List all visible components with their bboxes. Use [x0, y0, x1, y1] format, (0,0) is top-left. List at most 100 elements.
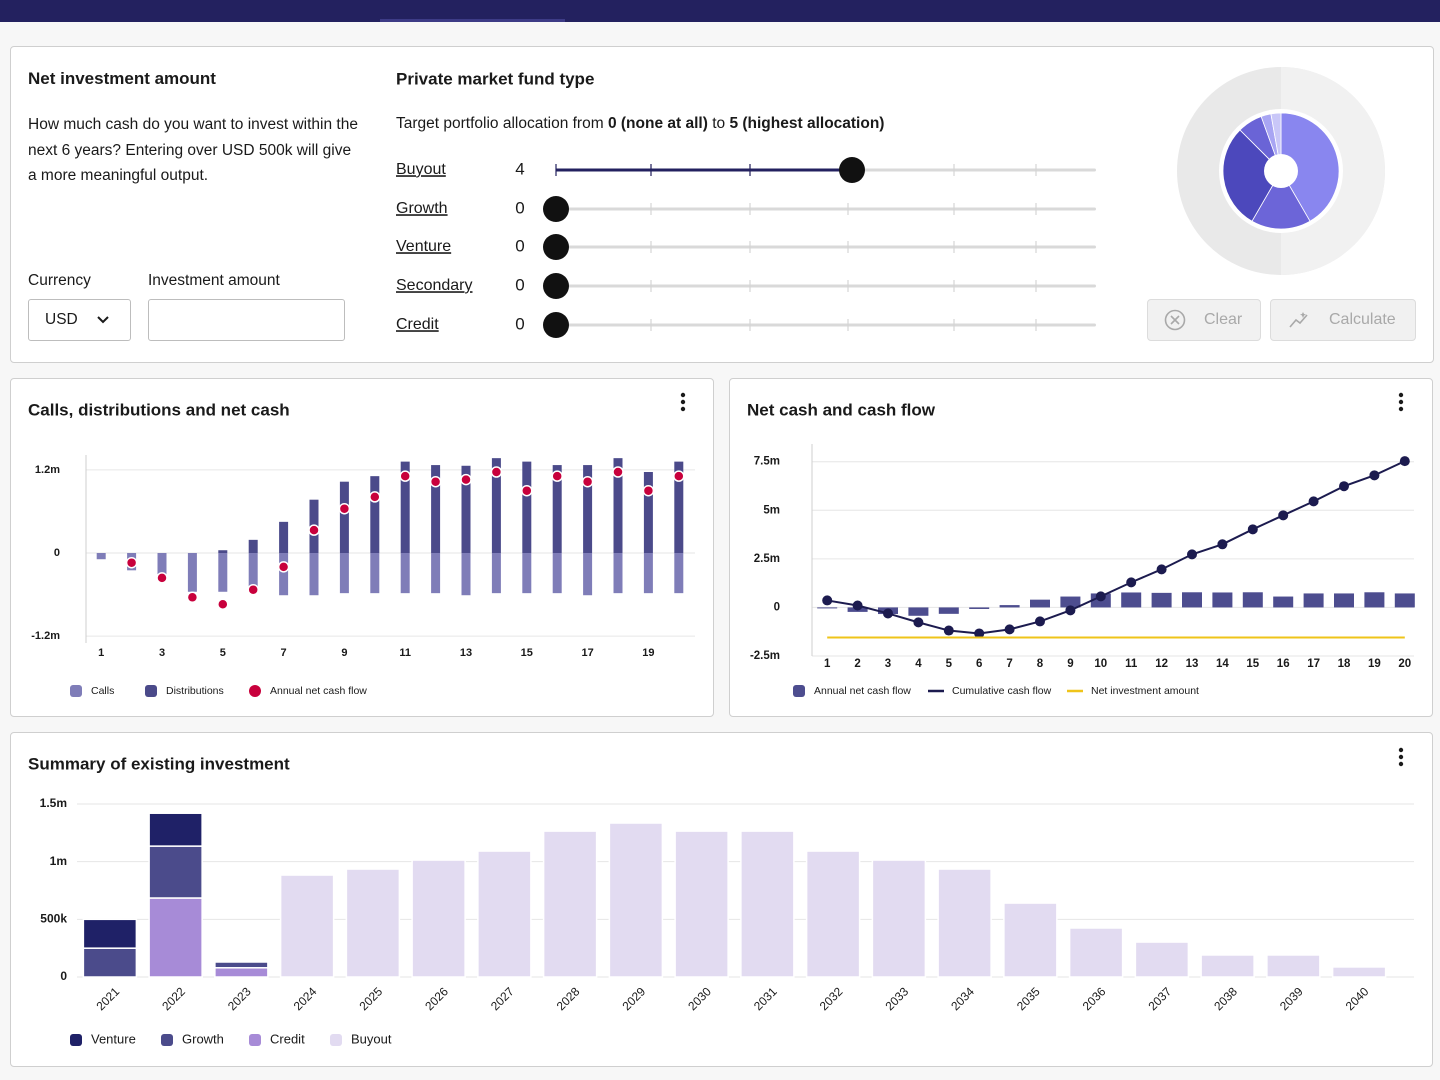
dot	[429, 475, 442, 488]
x-tick-label: 2033	[882, 984, 911, 1013]
field-label: Currency	[28, 272, 91, 289]
bar	[938, 607, 959, 614]
dot	[308, 524, 320, 536]
x-tick-label: 9	[341, 647, 347, 659]
bar	[1364, 592, 1385, 608]
x-tick-label: 2034	[948, 984, 977, 1013]
dot	[186, 591, 199, 604]
clear-button[interactable]: Clear	[1147, 299, 1261, 341]
chevron-icon	[97, 316, 109, 324]
menu-dot	[1398, 399, 1404, 405]
bar-segment	[1266, 954, 1321, 978]
dot	[217, 598, 229, 610]
line-marker	[1004, 624, 1015, 635]
bar	[248, 553, 258, 590]
line-marker	[1217, 539, 1228, 550]
bar	[431, 553, 441, 594]
menu-dot	[1398, 747, 1404, 753]
text-part: (none at all)	[621, 115, 708, 132]
x-tick-label: 17	[1307, 658, 1320, 670]
slider-knob[interactable]	[543, 234, 569, 260]
dot	[247, 583, 259, 596]
legend-marker	[161, 1034, 173, 1046]
x-tick-label: 3	[885, 658, 891, 670]
bar	[400, 461, 410, 553]
x-tick-label: 11	[399, 647, 411, 659]
slider-name[interactable]: Secondary	[396, 277, 473, 294]
section-title: Net investment amount	[28, 69, 216, 88]
dot	[338, 502, 351, 515]
x-tick-label: 9	[1067, 658, 1073, 670]
y-tick-label: 1.5m	[40, 796, 67, 810]
slider-knob[interactable]	[543, 196, 569, 222]
bar-segment	[279, 874, 335, 978]
field-label: Investment amount	[148, 272, 280, 289]
slider-name[interactable]: Venture	[396, 238, 451, 255]
legend-marker	[249, 1034, 261, 1046]
menu-dot	[680, 392, 686, 398]
menu-dot	[1398, 392, 1404, 398]
x-tick-label: 2022	[159, 984, 188, 1013]
calculate-button[interactable]: Calculate	[1270, 299, 1416, 341]
bar	[613, 553, 623, 594]
bar	[643, 553, 653, 594]
text-part: to	[712, 115, 725, 132]
dot	[551, 470, 563, 482]
x-tick-label: 12	[1155, 658, 1168, 670]
bar	[1394, 593, 1415, 608]
x-tick-label: 16	[1277, 658, 1290, 670]
bar-segment	[805, 850, 861, 978]
y-tick-label: 0	[54, 547, 60, 559]
y-tick-label: 1m	[50, 854, 67, 868]
allocation-text: Target portfolio allocation from 0 (none…	[396, 115, 884, 132]
menu-button[interactable]	[680, 392, 686, 412]
slider-name[interactable]: Buyout	[396, 161, 446, 178]
bar-segment	[214, 961, 269, 969]
slider-name[interactable]: Credit	[396, 316, 439, 333]
slider-track	[556, 323, 1096, 327]
line-marker	[1156, 564, 1167, 575]
bar	[1030, 599, 1050, 608]
slider-name[interactable]: Growth	[396, 200, 448, 217]
bar	[279, 553, 289, 596]
line-marker	[1369, 470, 1380, 481]
bar	[461, 553, 471, 596]
menu-button[interactable]	[1398, 747, 1404, 767]
slider-value: 0	[515, 275, 524, 294]
legend-label: Annual net cash flow	[270, 685, 367, 697]
slider-knob[interactable]	[839, 157, 865, 183]
line-marker	[883, 608, 893, 619]
bar	[461, 465, 471, 553]
bar	[491, 458, 501, 553]
chart-title: Summary of existing investment	[28, 754, 290, 773]
bar-segment	[1200, 954, 1255, 978]
button-label: Calculate	[1329, 311, 1396, 328]
slider-knob[interactable]	[543, 312, 569, 338]
slider-track	[556, 284, 1096, 288]
line-marker	[852, 600, 863, 611]
x-tick-label: 2024	[291, 984, 320, 1013]
legend-marker	[70, 1034, 82, 1046]
icon-circle	[1164, 309, 1186, 331]
chart-title: Calls, distributions and net cash	[28, 400, 290, 419]
currency-select[interactable]: USD	[28, 299, 131, 341]
x-tick-label: 11	[1125, 658, 1138, 670]
legend-label: Venture	[91, 1031, 136, 1046]
x-tick-label: 2	[854, 658, 860, 670]
line-marker	[1095, 591, 1106, 602]
x-tick-label: 20	[1398, 658, 1411, 670]
amount-input[interactable]	[148, 299, 345, 341]
bar	[674, 553, 684, 594]
x-tick-label: 19	[1368, 658, 1381, 670]
bar-segment	[871, 859, 927, 978]
y-tick-label: -2.5m	[750, 650, 780, 662]
bar-segment	[214, 967, 269, 978]
line-marker	[1126, 577, 1137, 588]
menu-button[interactable]	[1398, 392, 1404, 412]
bar	[552, 553, 562, 594]
bar	[248, 539, 258, 553]
bar-segment	[740, 830, 795, 978]
bar	[400, 553, 410, 594]
bar	[491, 553, 501, 594]
slider-knob[interactable]	[543, 273, 569, 299]
